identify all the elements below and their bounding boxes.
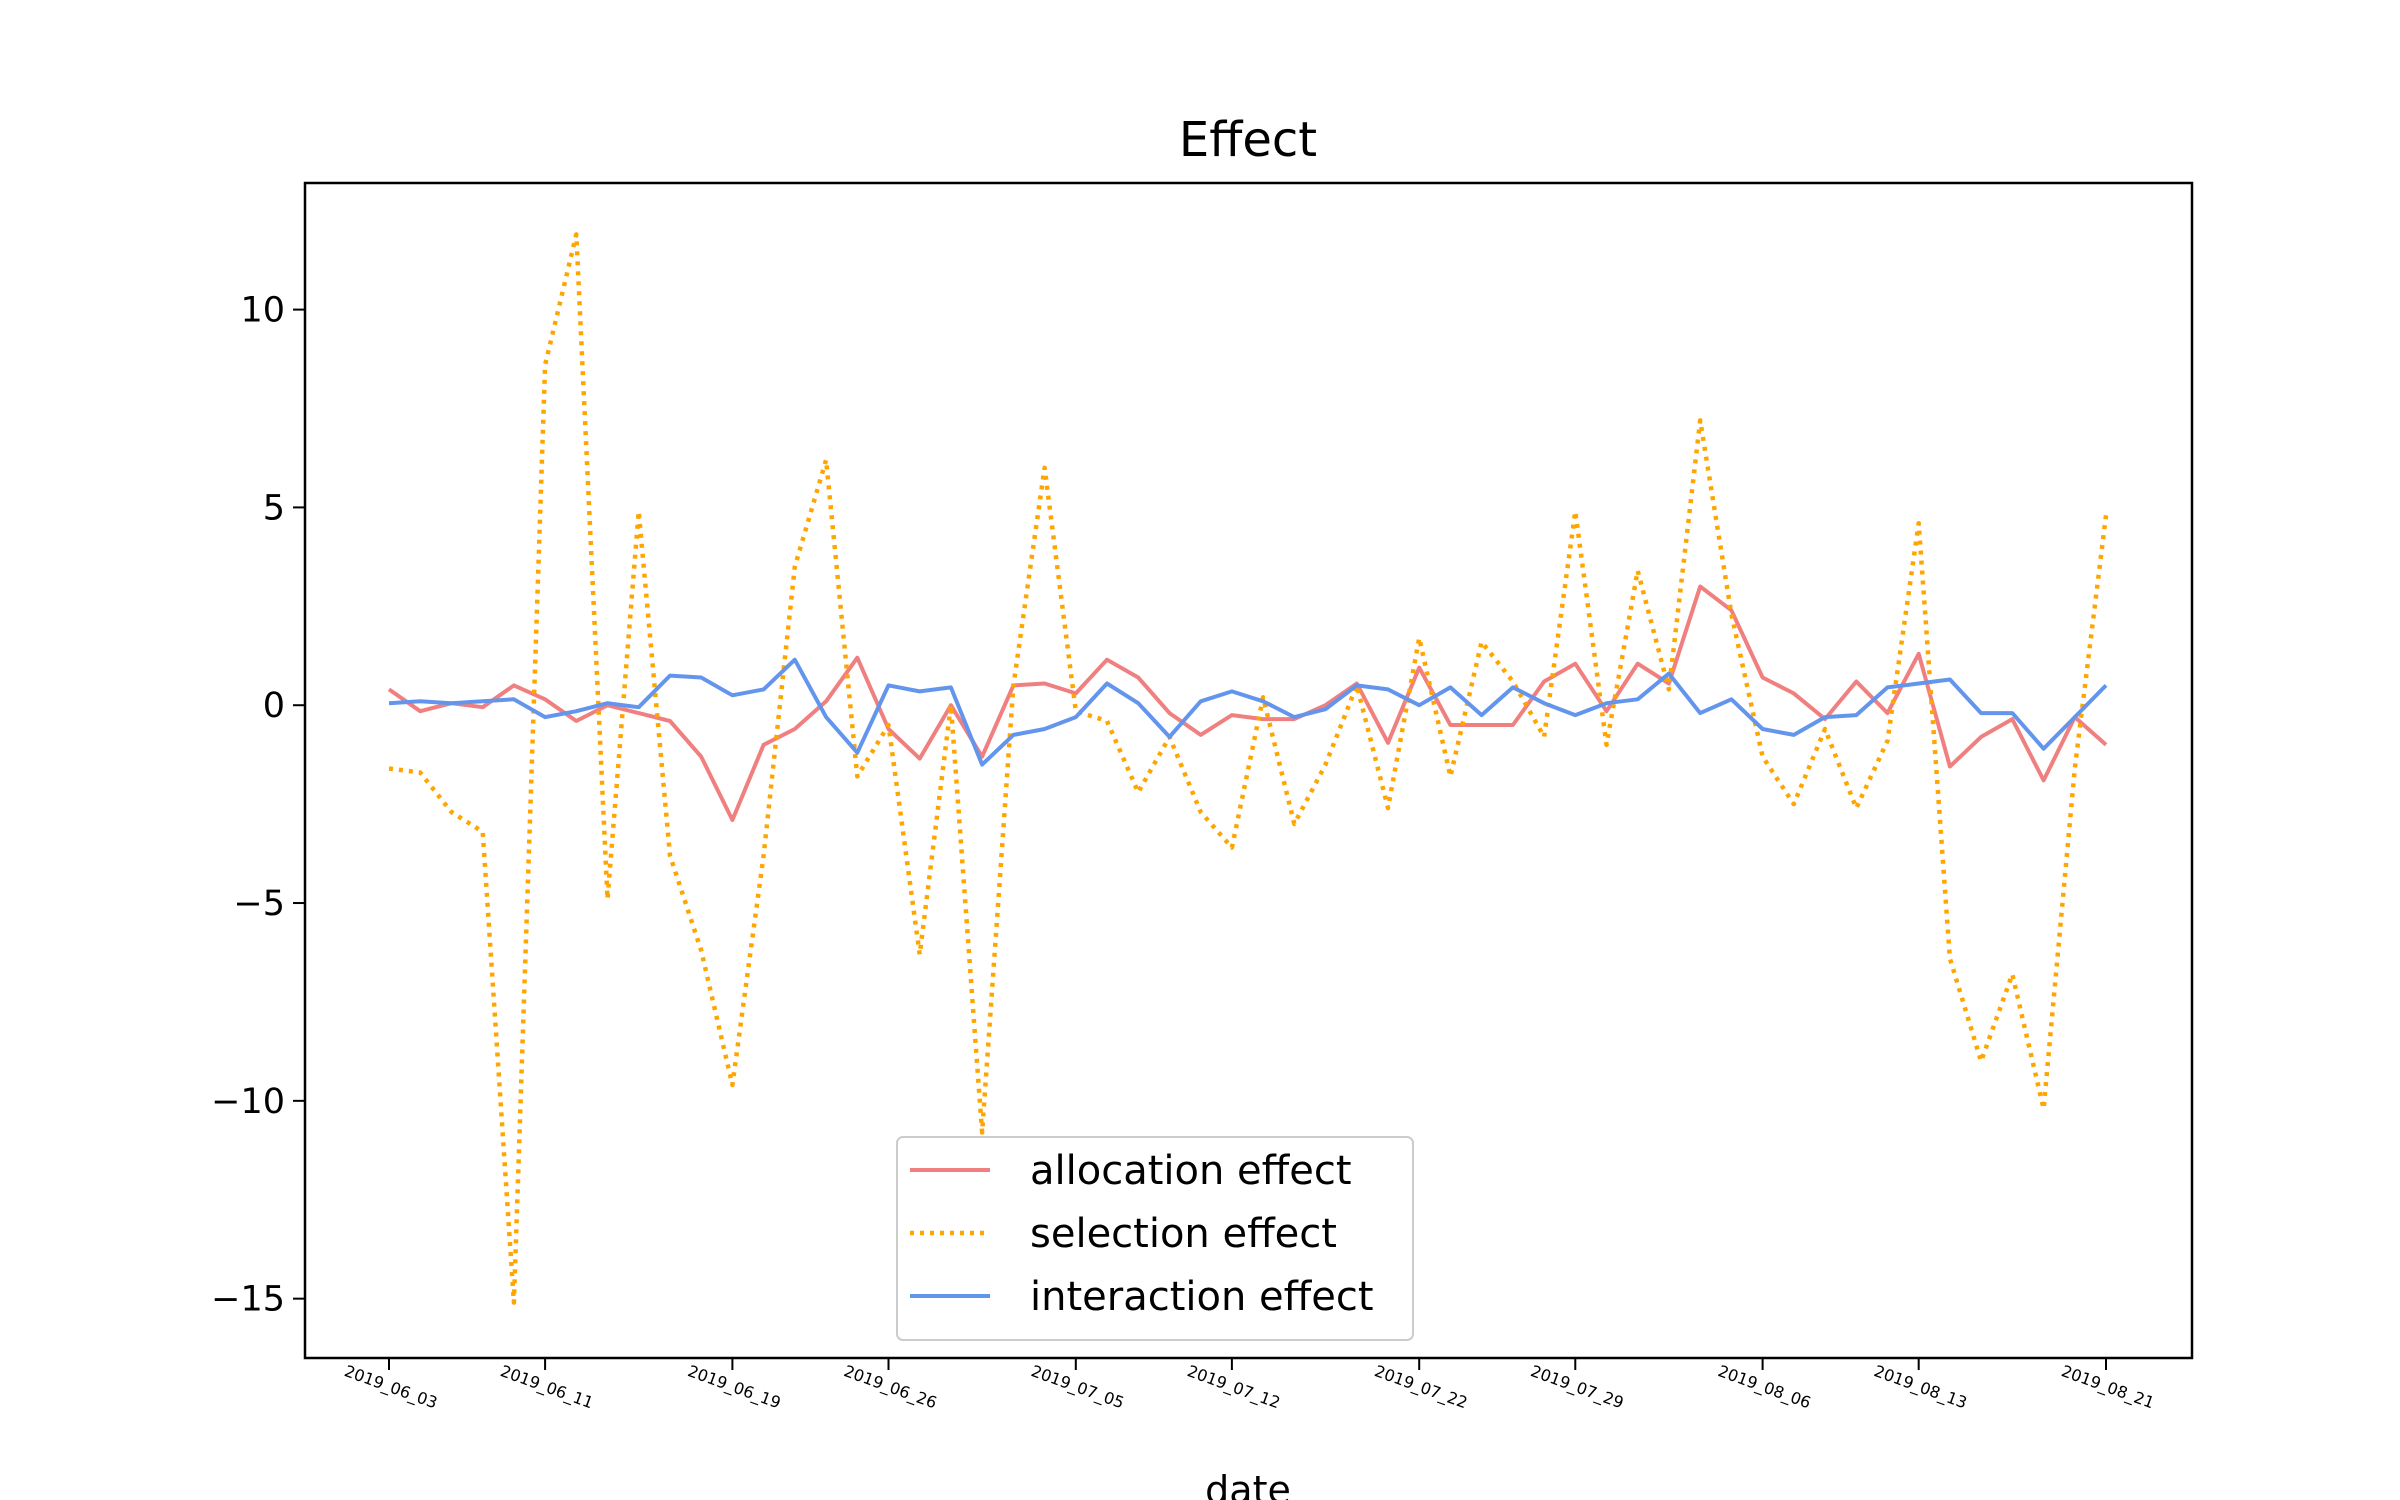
x-axis: 2019_06_03 2019_06_11 2019_06_19 2019_06_26… [342,1358,2157,1413]
x-tick-label: 2019_07_05 [1028,1361,1126,1413]
legend-label: interaction effect [1030,1274,1374,1320]
x-tick-label: 2019_07_22 [1372,1361,1470,1413]
x-tick-label: 2019_06_03 [342,1361,440,1413]
chart-title: Effect [1179,112,1317,168]
legend-label: selection effect [1030,1211,1337,1257]
x-tick-label: 2019_08_21 [2059,1361,2157,1413]
legend: allocation effect selection effect interac… [896,1136,1414,1341]
series-line-allocation-effect [387,584,2108,822]
y-axis: 10 5 0 −5 −10 −15 [211,291,305,1320]
x-tick-label: 2019_07_12 [1184,1361,1282,1413]
x-tick-label: 2019_06_26 [841,1361,939,1413]
y-tick-label: 10 [240,291,285,331]
series-layer [387,232,2109,1305]
y-tick-label: −10 [211,1082,285,1122]
y-tick-label: 5 [263,488,285,528]
y-tick-label: −15 [211,1280,285,1320]
y-tick-label: 0 [263,686,285,726]
y-tick-label: −5 [233,884,285,924]
series-line-interaction-effect [388,657,2108,767]
x-tick-label: 2019_06_19 [685,1361,783,1413]
legend-box [896,1136,1414,1341]
x-tick-label: 2019_06_11 [498,1361,596,1413]
legend-label: allocation effect [1030,1148,1352,1194]
x-axis-label: date [1205,1468,1291,1500]
x-tick-label: 2019_08_13 [1871,1361,1969,1413]
x-tick-label: 2019_08_06 [1715,1361,1813,1413]
plot-area-frame [303,181,2194,1360]
x-tick-label: 2019_07_29 [1528,1361,1626,1413]
